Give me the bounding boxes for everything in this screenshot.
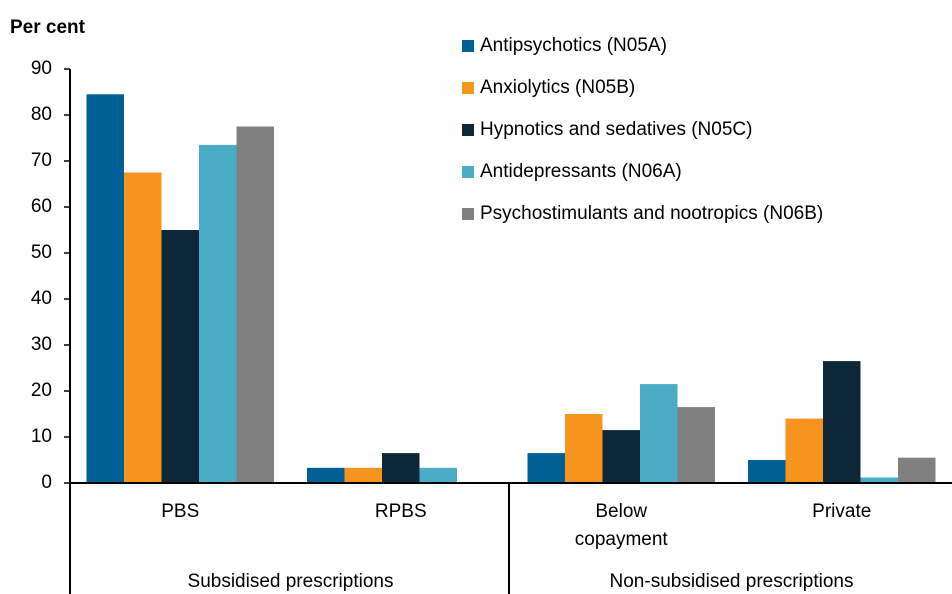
y-tick-label: 20 — [31, 380, 52, 401]
bar — [785, 418, 823, 483]
legend-label: Antidepressants (N06A) — [480, 161, 682, 182]
bar — [199, 144, 237, 483]
legend-swatch — [462, 166, 474, 178]
bar — [419, 467, 457, 483]
y-tick-label: 40 — [31, 288, 52, 309]
x-tick-label: Below copayment — [575, 501, 669, 550]
bar — [748, 460, 786, 483]
bar — [602, 430, 640, 483]
y-tick-label: 50 — [31, 242, 52, 263]
y-tick-label: 70 — [31, 150, 52, 171]
group-label: Subsidised prescriptions — [188, 571, 394, 592]
legend-label: Antipsychotics (N05A) — [480, 35, 667, 56]
y-tick-label: 60 — [31, 196, 52, 217]
legend-swatch — [462, 40, 474, 52]
legend-label: Anxiolytics (N05B) — [480, 77, 635, 98]
bar — [236, 126, 274, 483]
bar — [677, 407, 715, 483]
y-axis-label: Per cent — [10, 17, 86, 38]
bar — [382, 453, 420, 483]
bar — [124, 172, 162, 483]
legend-label: Hypnotics and sedatives (N05C) — [480, 119, 752, 140]
legend-swatch — [462, 82, 474, 94]
bar — [860, 477, 898, 483]
group-label: Non-subsidised prescriptions — [610, 571, 854, 592]
y-tick-label: 90 — [31, 58, 52, 79]
y-tick-label: 30 — [31, 334, 52, 355]
bar — [565, 414, 603, 483]
x-tick-label: RPBS — [375, 501, 427, 522]
bar — [898, 457, 936, 483]
bar — [344, 467, 382, 483]
y-tick-label: 80 — [31, 104, 52, 125]
y-tick-label: 0 — [41, 472, 52, 493]
x-tick-label: Private — [812, 501, 871, 522]
bar — [823, 361, 861, 483]
bar — [86, 94, 124, 484]
y-tick-label: 10 — [31, 426, 52, 447]
legend-swatch — [462, 208, 474, 220]
bar — [640, 384, 678, 483]
legend-label: Psychostimulants and nootropics (N06B) — [480, 203, 823, 224]
legend-swatch — [462, 124, 474, 136]
bar — [527, 453, 565, 483]
bar — [161, 230, 199, 483]
bar — [307, 467, 345, 483]
x-tick-label: PBS — [161, 501, 199, 522]
